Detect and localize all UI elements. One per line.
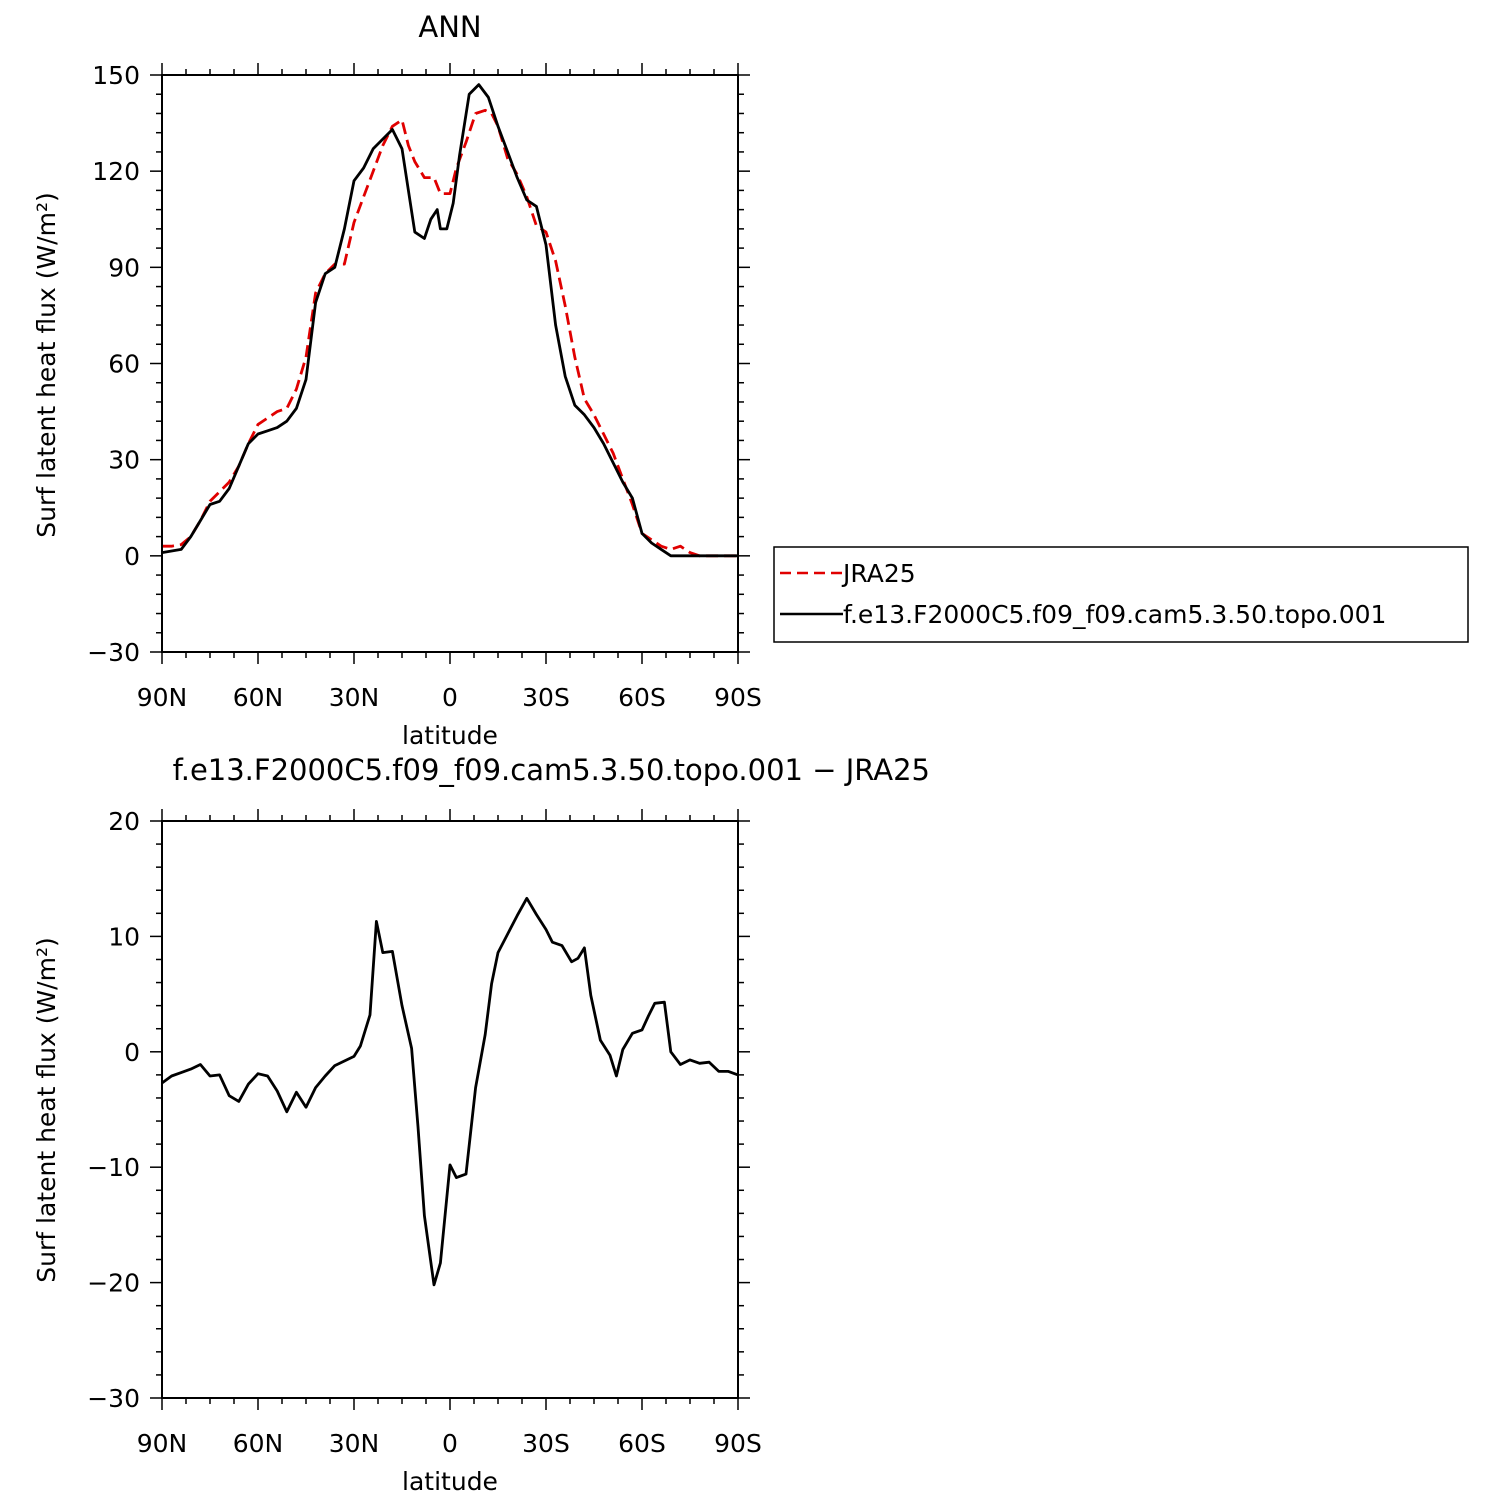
bottom-y-axis-label: Surf latent heat flux (W/m²) bbox=[32, 937, 61, 1282]
top-panel: ANN 90N 60N 30N 0 30S 60S 90S −30 0 30 60 90 120 150… bbox=[32, 10, 762, 750]
x-tick-label: 60N bbox=[233, 1429, 284, 1458]
x-tick-label: 90N bbox=[137, 1429, 188, 1458]
y-tick-label: 60 bbox=[108, 350, 140, 379]
x-tick-label: 30S bbox=[522, 683, 570, 712]
bottom-x-axis-label: latitude bbox=[402, 1467, 498, 1496]
x-tick-label: 30S bbox=[522, 1429, 570, 1458]
y-tick-label: 120 bbox=[92, 157, 140, 186]
bottom-panel: f.e13.F2000C5.f09_f09.cam5.3.50.topo.001… bbox=[32, 753, 930, 1496]
x-tick-label: 90S bbox=[714, 1429, 762, 1458]
bottom-x-tick-labels: 90N 60N 30N 0 30S 60S 90S bbox=[137, 1429, 762, 1458]
y-tick-label: 90 bbox=[108, 253, 140, 282]
legend-frame bbox=[773, 546, 1469, 643]
top-x-tick-labels: 90N 60N 30N 0 30S 60S 90S bbox=[137, 683, 762, 712]
y-tick-label: −20 bbox=[87, 1269, 140, 1298]
x-tick-label: 60S bbox=[618, 683, 666, 712]
x-tick-label: 60N bbox=[233, 683, 284, 712]
y-tick-label: 150 bbox=[92, 61, 140, 90]
y-tick-label: −30 bbox=[87, 638, 140, 667]
y-tick-label: 20 bbox=[108, 807, 140, 836]
y-tick-label: −10 bbox=[87, 1153, 140, 1182]
series-line-model bbox=[161, 896, 739, 1287]
top-series-group bbox=[161, 83, 738, 558]
top-axis-ticks bbox=[150, 63, 750, 664]
bottom-chart-title: f.e13.F2000C5.f09_f09.cam5.3.50.topo.001… bbox=[173, 753, 930, 787]
y-tick-label: 10 bbox=[108, 922, 140, 951]
bottom-y-tick-labels: −30 −20 −10 0 10 20 bbox=[87, 807, 140, 1413]
y-tick-label: 0 bbox=[124, 1038, 140, 1067]
x-tick-label: 60S bbox=[618, 1429, 666, 1458]
bottom-plot-frame bbox=[161, 820, 739, 1399]
y-tick-label: 30 bbox=[108, 446, 140, 475]
y-tick-label: −30 bbox=[87, 1384, 140, 1413]
top-y-tick-labels: −30 0 30 60 90 120 150 bbox=[87, 61, 140, 667]
x-tick-label: 0 bbox=[442, 683, 458, 712]
x-tick-label: 90S bbox=[714, 683, 762, 712]
x-tick-label: 0 bbox=[442, 1429, 458, 1458]
x-tick-label: 90N bbox=[137, 683, 188, 712]
legend: JRA25 f.e13.F2000C5.f09_f09.cam5.3.50.to… bbox=[773, 546, 1469, 643]
top-plot-frame bbox=[161, 74, 739, 653]
legend-label-model: f.e13.F2000C5.f09_f09.cam5.3.50.topo.001 bbox=[843, 600, 1386, 629]
series-line-jra25 bbox=[162, 108, 738, 558]
x-tick-label: 30N bbox=[329, 683, 380, 712]
top-y-axis-label: Surf latent heat flux (W/m²) bbox=[32, 192, 61, 537]
series-line-model bbox=[161, 83, 738, 558]
top-x-axis-label: latitude bbox=[402, 721, 498, 750]
bottom-series-group bbox=[161, 896, 739, 1287]
legend-label-jra25: JRA25 bbox=[841, 559, 916, 588]
bottom-axis-ticks bbox=[150, 809, 750, 1410]
x-tick-label: 30N bbox=[329, 1429, 380, 1458]
y-tick-label: 0 bbox=[124, 542, 140, 571]
top-chart-title: ANN bbox=[418, 10, 481, 44]
